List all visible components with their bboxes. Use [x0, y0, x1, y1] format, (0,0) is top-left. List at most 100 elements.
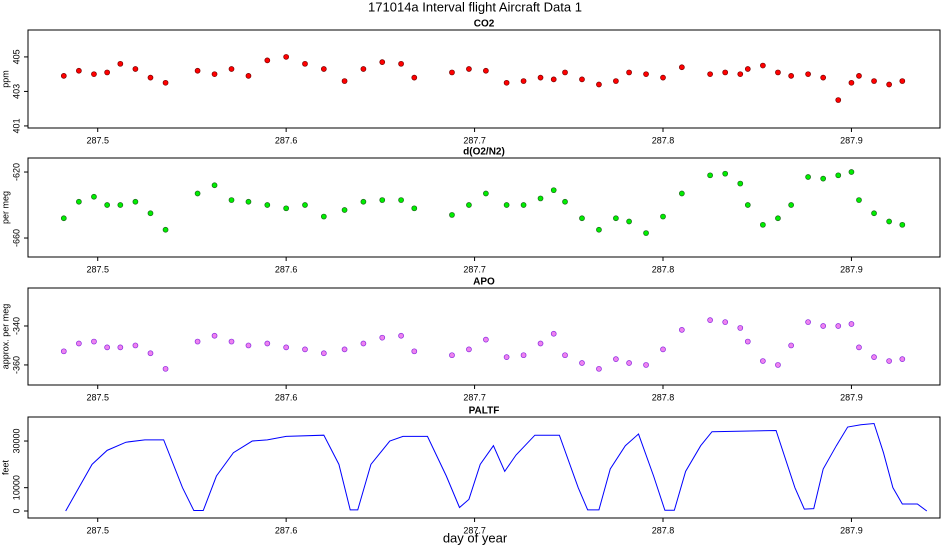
data-point — [848, 79, 855, 86]
data-point — [228, 197, 235, 203]
data-point — [60, 215, 67, 222]
data-point — [856, 344, 862, 351]
x-tick-label: 287.9 — [840, 392, 863, 402]
data-point — [398, 197, 404, 203]
data-point — [835, 97, 842, 103]
data-point — [228, 338, 235, 345]
y-axis-label: ppm — [0, 70, 10, 88]
data-point — [871, 210, 877, 217]
x-tick-label: 287.7 — [463, 525, 486, 535]
y-tick-label: 401 — [11, 118, 21, 133]
y-tick-label: 405 — [11, 49, 21, 64]
data-point — [360, 66, 367, 72]
data-point — [194, 67, 201, 74]
data-point — [820, 74, 827, 81]
data-point — [820, 323, 827, 329]
data-point — [60, 348, 67, 355]
data-point — [707, 172, 713, 179]
x-tick-label: 287.6 — [275, 135, 298, 145]
data-point — [805, 174, 811, 180]
plot-frame — [27, 416, 941, 519]
data-point — [411, 74, 418, 81]
data-point — [466, 66, 472, 72]
data-point — [302, 60, 308, 67]
data-point — [194, 338, 201, 345]
data-point — [856, 197, 862, 203]
data-point — [245, 198, 252, 205]
x-tick-label: 287.9 — [840, 525, 863, 535]
data-point — [550, 187, 557, 194]
panel-title: CO2 — [474, 19, 495, 30]
data-point — [104, 69, 110, 76]
data-point — [228, 66, 235, 72]
x-axis-label: day of year — [443, 530, 508, 545]
panel-title: d(O2/N2) — [463, 147, 505, 158]
y-tick-label: 0 — [11, 508, 21, 513]
data-point — [264, 202, 271, 208]
data-point — [805, 319, 811, 325]
data-point — [147, 74, 154, 81]
data-point — [283, 205, 289, 212]
data-point — [886, 358, 892, 364]
data-point — [91, 193, 97, 200]
data-point — [283, 344, 289, 351]
x-tick-label: 287.5 — [86, 264, 109, 274]
data-point — [398, 332, 404, 339]
data-point — [848, 169, 855, 175]
data-point — [520, 78, 527, 84]
x-tick-label: 287.5 — [86, 135, 109, 145]
data-point — [483, 336, 489, 343]
data-point — [245, 73, 252, 79]
data-point — [162, 226, 169, 233]
data-point — [613, 78, 619, 84]
data-point — [579, 76, 585, 83]
y-axis-label: approx. per meg — [0, 304, 10, 370]
data-point — [737, 325, 744, 331]
data-point — [117, 202, 124, 208]
data-point — [679, 64, 685, 71]
data-point — [449, 69, 455, 76]
data-point — [264, 57, 271, 64]
data-point — [132, 342, 139, 349]
data-point — [341, 78, 348, 84]
data-point — [117, 344, 124, 351]
data-point — [147, 350, 154, 357]
data-point — [626, 218, 632, 225]
data-point — [596, 81, 602, 88]
data-point — [899, 356, 906, 362]
data-point — [264, 340, 271, 347]
data-point — [562, 352, 568, 359]
data-point — [60, 73, 67, 79]
data-point — [737, 71, 744, 78]
data-point — [848, 321, 855, 327]
x-tick-label: 287.7 — [463, 135, 486, 145]
data-point — [520, 202, 527, 208]
data-point — [886, 81, 892, 88]
y-tick-label: -360 — [11, 356, 21, 374]
data-point — [360, 340, 367, 347]
data-point — [744, 202, 751, 208]
data-point — [613, 356, 619, 362]
data-point — [722, 319, 729, 325]
data-point — [775, 362, 781, 368]
x-tick-label: 287.6 — [275, 525, 298, 535]
x-tick-label: 287.8 — [652, 264, 675, 274]
panel-title: PALTF — [469, 406, 500, 417]
y-tick-label: -620 — [11, 163, 21, 181]
data-point — [398, 60, 404, 67]
data-point — [550, 76, 557, 83]
data-point — [660, 74, 666, 81]
x-tick-label: 287.8 — [652, 392, 675, 402]
data-point — [341, 207, 348, 213]
y-tick-label: -340 — [11, 317, 21, 335]
data-point — [320, 213, 327, 220]
y-tick-label: -660 — [11, 229, 21, 247]
data-point — [449, 212, 455, 218]
data-point — [341, 346, 348, 353]
data-point — [162, 79, 169, 86]
data-point — [613, 215, 619, 222]
data-point — [211, 182, 218, 189]
data-point — [302, 346, 308, 353]
data-point — [856, 73, 862, 79]
